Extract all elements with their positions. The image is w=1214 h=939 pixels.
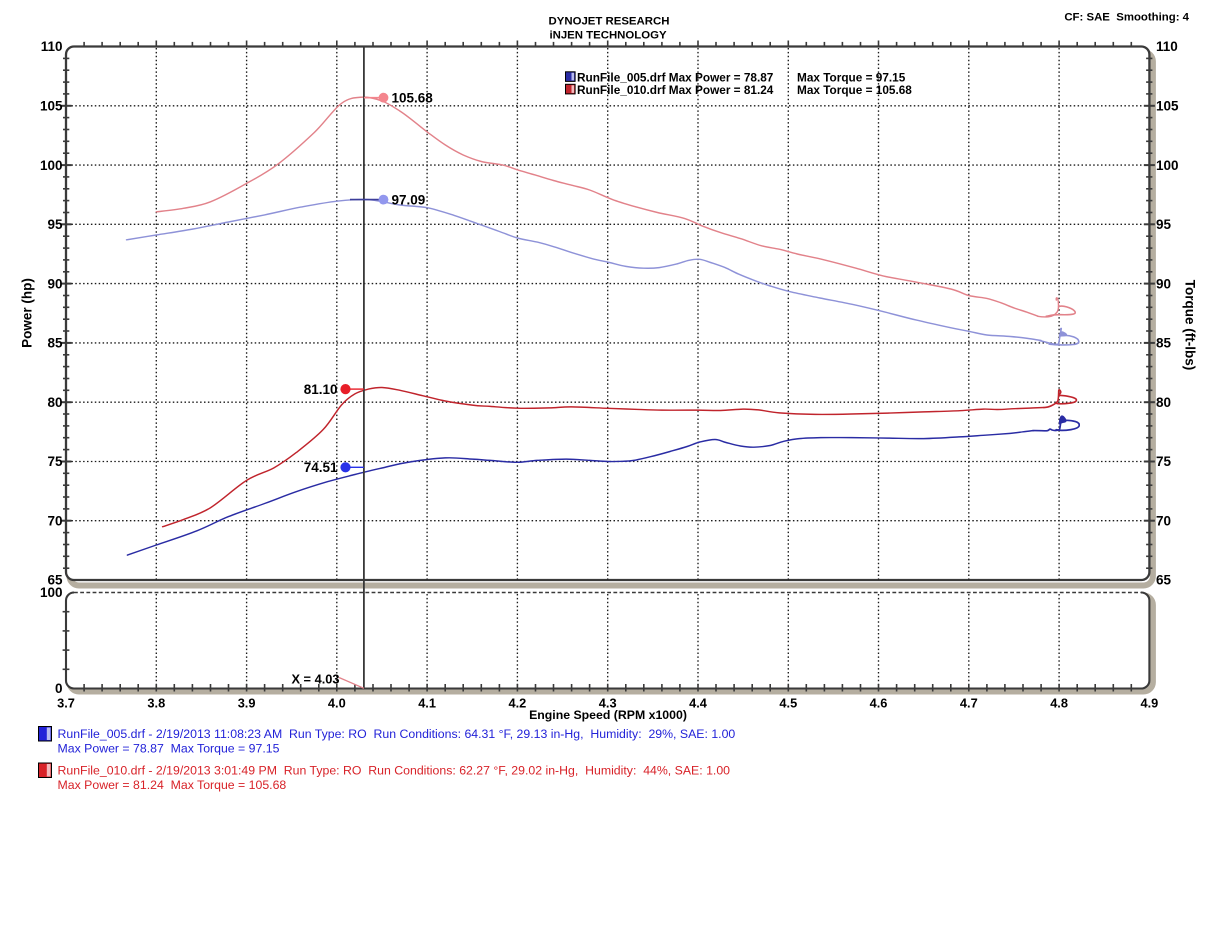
svg-text:100: 100	[40, 158, 63, 173]
svg-text:Engine Speed (RPM x1000): Engine Speed (RPM x1000)	[529, 708, 687, 722]
svg-text:RunFile_005.drf Max Power = 78: RunFile_005.drf Max Power = 78.87	[577, 71, 774, 85]
svg-text:105: 105	[40, 99, 63, 114]
svg-text:Torque (ft-lbs): Torque (ft-lbs)	[1183, 280, 1198, 370]
svg-text:105: 105	[1156, 99, 1179, 114]
svg-text:85: 85	[1156, 336, 1172, 351]
svg-text:95: 95	[1156, 217, 1172, 232]
svg-text:Power (hp): Power (hp)	[20, 278, 35, 348]
svg-text:75: 75	[1156, 454, 1172, 469]
svg-text:Max Torque = 97.15: Max Torque = 97.15	[797, 71, 906, 85]
svg-text:65: 65	[47, 573, 63, 588]
svg-text:105.68: 105.68	[392, 91, 434, 106]
svg-text:DYNOJET RESEARCH: DYNOJET RESEARCH	[549, 16, 670, 28]
svg-text:100: 100	[40, 585, 63, 600]
svg-text:95: 95	[47, 217, 63, 232]
svg-text:110: 110	[41, 39, 63, 54]
svg-text:90: 90	[1156, 276, 1171, 291]
svg-text:4.8: 4.8	[1050, 696, 1068, 711]
svg-text:110: 110	[1156, 39, 1178, 54]
svg-text:4.7: 4.7	[960, 696, 978, 711]
svg-text:4.5: 4.5	[779, 696, 797, 711]
svg-text:97.09: 97.09	[392, 192, 426, 207]
svg-text:4.2: 4.2	[509, 696, 527, 711]
svg-text:74.51: 74.51	[304, 460, 338, 475]
svg-text:70: 70	[47, 513, 62, 528]
svg-text:85: 85	[47, 336, 63, 351]
svg-text:0: 0	[55, 681, 63, 696]
svg-text:3.7: 3.7	[57, 696, 75, 711]
svg-text:3.8: 3.8	[147, 696, 165, 711]
svg-text:X = 4.03: X = 4.03	[291, 672, 339, 687]
svg-text:4.9: 4.9	[1141, 696, 1159, 711]
svg-text:iNJEN TECHNOLOGY: iNJEN TECHNOLOGY	[549, 30, 666, 42]
svg-text:3.9: 3.9	[238, 696, 256, 711]
svg-text:RunFile_010.drf Max Power = 81: RunFile_010.drf Max Power = 81.24	[577, 83, 774, 97]
svg-text:80: 80	[1156, 395, 1171, 410]
svg-text:4.3: 4.3	[599, 696, 617, 711]
svg-text:Max Power = 81.24 Max Torque: Max Power = 81.24 Max Torque = 105.68	[58, 778, 287, 792]
svg-text:4.0: 4.0	[328, 696, 346, 711]
svg-text:75: 75	[47, 454, 63, 469]
svg-text:100: 100	[1156, 158, 1179, 173]
svg-text:4.1: 4.1	[418, 696, 436, 711]
svg-text:RunFile_005.drf - 2/19/2013 11: RunFile_005.drf - 2/19/2013 11:08:23 AM …	[58, 727, 736, 741]
svg-text:80: 80	[47, 395, 62, 410]
svg-text:CF: SAE Smoothing: 4: CF: SAE Smoothing: 4	[1064, 12, 1189, 24]
svg-text:Max Torque = 105.68: Max Torque = 105.68	[797, 83, 912, 97]
svg-text:90: 90	[47, 276, 62, 291]
svg-text:Max Power = 78.87 Max Torque: Max Power = 78.87 Max Torque = 97.15	[58, 742, 280, 756]
svg-text:4.4: 4.4	[689, 696, 708, 711]
svg-text:RunFile_010.drf - 2/19/2013 3:: RunFile_010.drf - 2/19/2013 3:01:49 PM R…	[58, 764, 731, 778]
svg-text:81.10: 81.10	[304, 382, 338, 397]
svg-text:65: 65	[1156, 573, 1172, 588]
svg-text:4.6: 4.6	[870, 696, 888, 711]
svg-text:70: 70	[1156, 513, 1171, 528]
